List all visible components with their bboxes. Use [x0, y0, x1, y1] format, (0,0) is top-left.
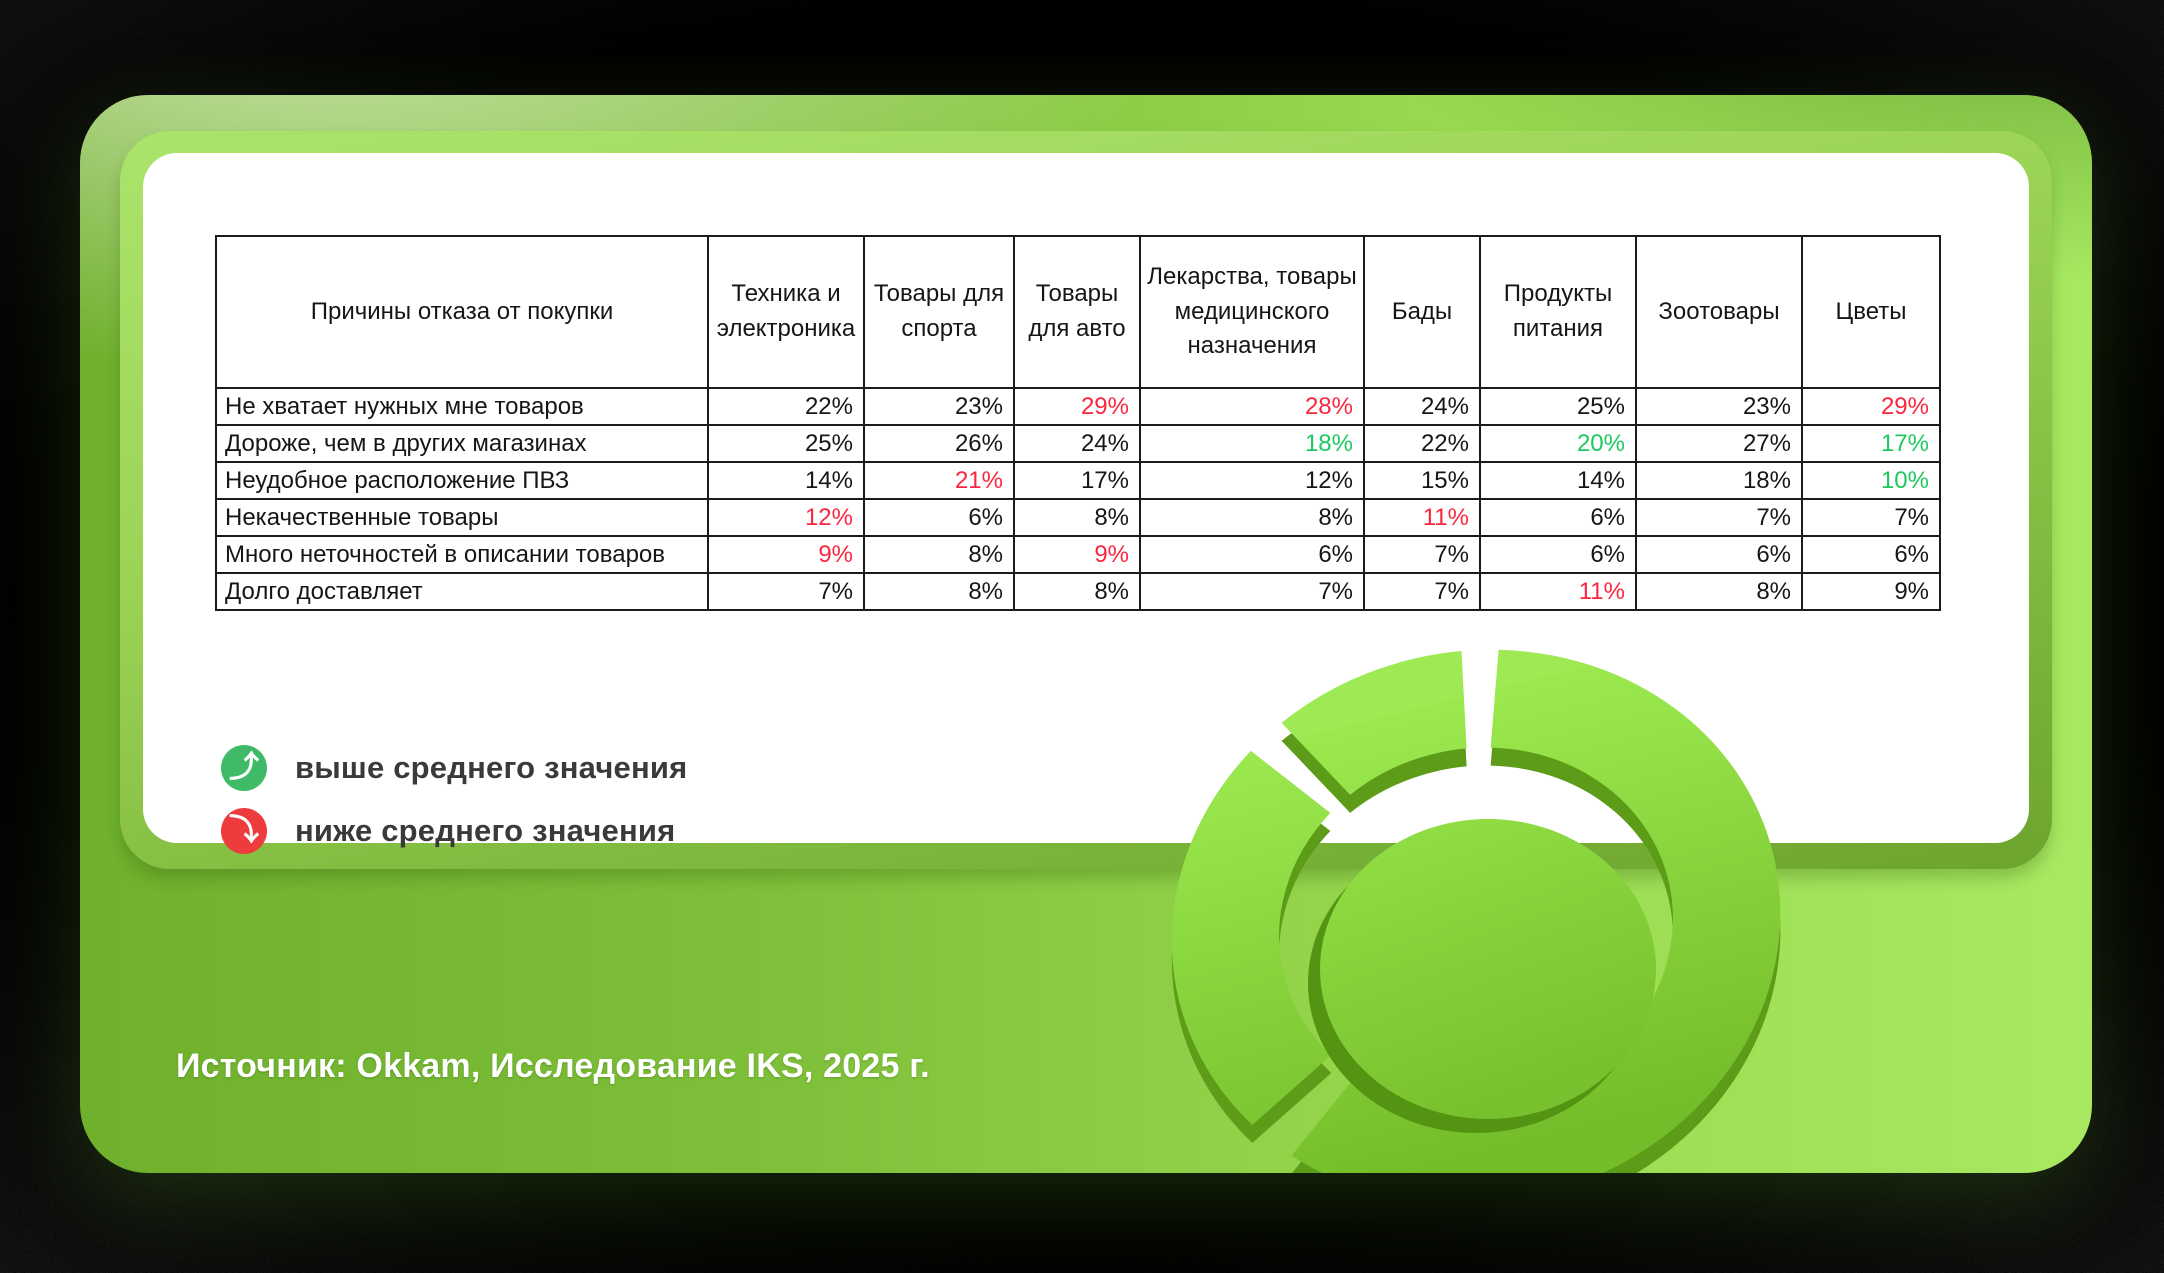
legend-label-below: ниже среднего значения	[295, 813, 676, 848]
value-cell: 14%	[1479, 461, 1637, 500]
reasons-table: Причины отказа от покупки Техника и элек…	[215, 235, 1941, 611]
column-header: Техника и электроника	[707, 235, 865, 389]
value-cell: 21%	[863, 461, 1015, 500]
row-label: Неудобное расположение ПВЗ	[215, 461, 709, 500]
value-cell: 6%	[1635, 535, 1803, 574]
value-cell: 9%	[1013, 535, 1141, 574]
legend-item-below: ⤵ ниже среднего значения	[221, 808, 687, 854]
value-cell: 9%	[707, 535, 865, 574]
value-cell: 29%	[1013, 387, 1141, 426]
value-cell: 20%	[1479, 424, 1637, 463]
value-cell: 18%	[1139, 424, 1365, 463]
value-cell: 7%	[707, 572, 865, 611]
table-row: Некачественные товары 12% 6% 8% 8% 11% 6% 7% 7%	[215, 498, 1941, 537]
donut-chart-graphic	[1171, 649, 1781, 1173]
table-header-row: Причины отказа от покупки Техника и элек…	[215, 235, 1941, 389]
value-cell: 8%	[1013, 498, 1141, 537]
table-corner-header: Причины отказа от покупки	[215, 235, 709, 389]
column-header: Продукты питания	[1479, 235, 1637, 389]
value-cell: 6%	[1479, 535, 1637, 574]
value-cell: 17%	[1801, 424, 1941, 463]
value-cell: 25%	[1479, 387, 1637, 426]
legend: ⤴ выше среднего значения ⤵ ниже среднего…	[221, 745, 687, 854]
value-cell: 18%	[1635, 461, 1803, 500]
value-cell: 14%	[707, 461, 865, 500]
value-cell: 7%	[1635, 498, 1803, 537]
value-cell: 11%	[1363, 498, 1481, 537]
value-cell: 8%	[1139, 498, 1365, 537]
value-cell: 22%	[1363, 424, 1481, 463]
value-cell: 6%	[863, 498, 1015, 537]
value-cell: 8%	[863, 535, 1015, 574]
table-row: Много неточностей в описании товаров 9% 8%…	[215, 535, 1941, 574]
row-label: Дороже, чем в других магазинах	[215, 424, 709, 463]
column-header: Лекарства, товары медицинского назначени…	[1139, 235, 1365, 389]
value-cell: 6%	[1479, 498, 1637, 537]
legend-label-above: выше среднего значения	[295, 750, 688, 785]
legend-item-above: ⤴ выше среднего значения	[221, 745, 687, 791]
value-cell: 8%	[863, 572, 1015, 611]
value-cell: 6%	[1139, 535, 1365, 574]
value-cell: 12%	[1139, 461, 1365, 500]
green-card: Причины отказа от покупки Техника и элек…	[80, 95, 2092, 1173]
value-cell: 29%	[1801, 387, 1941, 426]
value-cell: 26%	[863, 424, 1015, 463]
table-row: Дороже, чем в других магазинах 25% 26% 24% 1…	[215, 424, 1941, 463]
value-cell: 12%	[707, 498, 865, 537]
value-cell: 23%	[863, 387, 1015, 426]
row-label: Долго доставляет	[215, 572, 709, 611]
value-cell: 25%	[707, 424, 865, 463]
value-cell: 10%	[1801, 461, 1941, 500]
source-text: Источник: Okkam, Исследование IKS, 2025 …	[176, 1047, 930, 1085]
value-cell: 23%	[1635, 387, 1803, 426]
column-header: Товары для спорта	[863, 235, 1015, 389]
column-header: Товары для авто	[1013, 235, 1141, 389]
table-row: Неудобное расположение ПВЗ 14% 21% 17% 12% 15…	[215, 461, 1941, 500]
value-cell: 15%	[1363, 461, 1481, 500]
value-cell: 27%	[1635, 424, 1803, 463]
value-cell: 24%	[1363, 387, 1481, 426]
value-cell: 22%	[707, 387, 865, 426]
value-cell: 7%	[1801, 498, 1941, 537]
value-cell: 17%	[1013, 461, 1141, 500]
table-row: Не хватает нужных мне товаров 22% 23% 29% 28…	[215, 387, 1941, 426]
value-cell: 6%	[1801, 535, 1941, 574]
row-label: Не хватает нужных мне товаров	[215, 387, 709, 426]
row-label: Много неточностей в описании товаров	[215, 535, 709, 574]
value-cell: 24%	[1013, 424, 1141, 463]
column-header: Цветы	[1801, 235, 1941, 389]
column-header: Бады	[1363, 235, 1481, 389]
value-cell: 7%	[1363, 535, 1481, 574]
row-label: Некачественные товары	[215, 498, 709, 537]
value-cell: 28%	[1139, 387, 1365, 426]
up-arrow-icon: ⤴	[221, 745, 267, 791]
column-header: Зоотовары	[1635, 235, 1803, 389]
down-arrow-icon: ⤵	[221, 808, 267, 854]
